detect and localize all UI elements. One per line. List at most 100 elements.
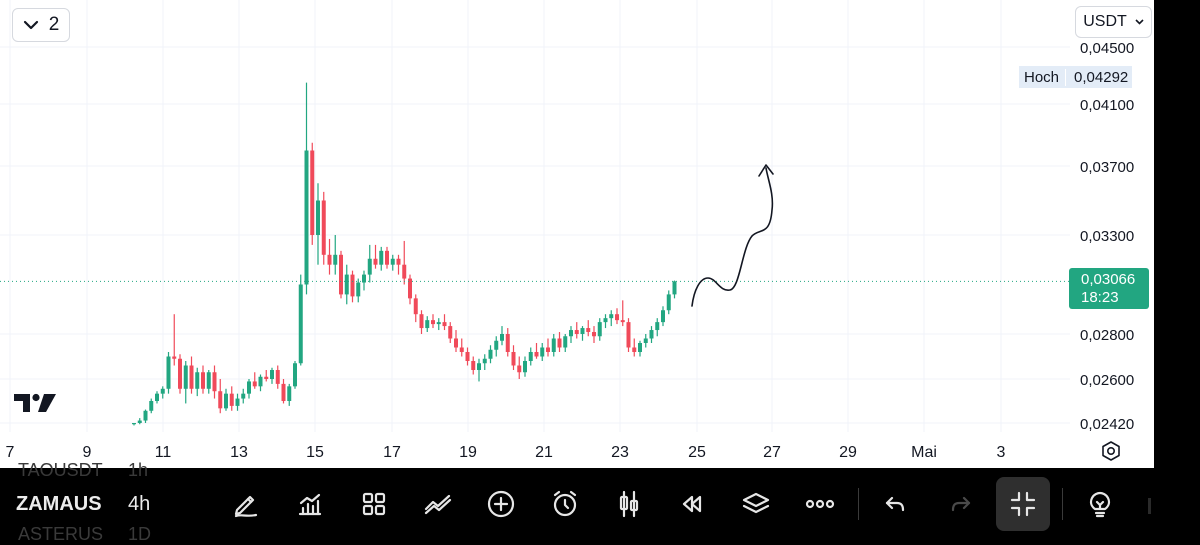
candle-body <box>333 254 338 265</box>
candle <box>419 310 424 334</box>
candle <box>632 338 637 357</box>
candle <box>218 379 223 414</box>
candle <box>465 347 470 366</box>
chart-settings-icon[interactable] <box>1100 440 1122 462</box>
candle-body <box>523 361 527 373</box>
candle-body <box>316 200 320 235</box>
chart-type-button[interactable] <box>609 484 649 524</box>
candle <box>206 370 211 394</box>
candle <box>189 356 194 394</box>
x-tick-label: 29 <box>839 444 857 461</box>
last-price-tag: 0,03066 18:23 <box>1069 268 1149 309</box>
candle <box>649 326 654 343</box>
currency-selector-button[interactable]: USDT <box>1075 6 1152 38</box>
caret-down-icon <box>1135 19 1144 25</box>
candle-body <box>459 347 464 352</box>
candle <box>155 391 159 404</box>
add-button[interactable] <box>481 484 521 524</box>
candle <box>442 314 447 331</box>
layout-button[interactable] <box>354 484 394 524</box>
y-tick-label: 0,02600 <box>1080 372 1134 389</box>
candle <box>425 316 430 333</box>
currency-label: USDT <box>1083 13 1127 30</box>
symbol-tab-prev[interactable]: TAOUSDT 1h <box>18 460 149 480</box>
candles-icon <box>619 490 639 518</box>
candle <box>321 191 326 265</box>
toolbar-overflow-edge <box>1148 498 1151 514</box>
indicators-button[interactable] <box>290 484 330 524</box>
alert-button[interactable] <box>545 484 585 524</box>
price-chart[interactable]: 0,04500 0,04100 0,03700 0,03300 0,02800 0,026… <box>0 0 1154 468</box>
candle-body <box>655 322 660 331</box>
candle <box>620 300 625 327</box>
redo-button[interactable] <box>940 484 980 524</box>
x-tick-label: 25 <box>688 444 706 461</box>
candle <box>201 365 205 394</box>
y-tick-label: 0,03300 <box>1080 228 1134 245</box>
candle <box>655 318 660 337</box>
high-label-value: 0,04292 <box>1065 68 1132 86</box>
chart-area[interactable]: 0,04500 0,04100 0,03700 0,03300 0,02800 0,026… <box>0 0 1154 468</box>
replay-button[interactable] <box>672 484 712 524</box>
more-button[interactable] <box>800 484 840 524</box>
candle <box>436 318 441 331</box>
candle <box>563 334 568 352</box>
candle <box>327 238 332 275</box>
candle <box>367 244 372 283</box>
candle-body <box>402 264 407 279</box>
compare-button[interactable] <box>418 484 458 524</box>
candle-body <box>264 376 269 379</box>
candle-body <box>195 372 200 389</box>
candle <box>333 235 338 275</box>
candle <box>534 343 539 359</box>
candle-body <box>580 328 585 334</box>
candle-body <box>137 420 142 423</box>
candle-body <box>310 150 315 235</box>
candle <box>511 345 516 370</box>
tradingview-logo-icon <box>14 393 56 412</box>
candle-body <box>183 365 188 389</box>
candle-body <box>224 393 228 409</box>
object-tree-button[interactable] <box>736 484 776 524</box>
candle-body <box>511 352 516 366</box>
candle-body <box>149 401 154 411</box>
candle-body <box>408 278 412 299</box>
candle-body <box>586 328 591 333</box>
candle-body <box>201 372 205 389</box>
candle-body <box>367 258 372 275</box>
candle <box>413 294 418 323</box>
candle-body <box>643 338 648 343</box>
candle-body <box>229 393 234 406</box>
candle-body <box>379 250 384 265</box>
symbol-tab-current[interactable]: ZAMAUS 4h <box>16 493 151 515</box>
candle-body <box>178 358 182 389</box>
candle-body <box>425 320 430 329</box>
interval-selector-button[interactable]: 2 <box>12 8 70 42</box>
candle-body <box>281 383 286 401</box>
draw-tool-button[interactable] <box>226 484 266 524</box>
candle-body <box>235 398 240 406</box>
candle <box>362 270 366 291</box>
candle-body <box>517 365 522 373</box>
candle-body <box>638 343 642 352</box>
undo-button[interactable] <box>876 484 916 524</box>
candle-body <box>540 347 545 357</box>
candle <box>471 356 476 375</box>
candle <box>603 314 608 329</box>
candle-body <box>672 281 677 295</box>
candle <box>252 372 257 389</box>
candle-body <box>454 338 458 348</box>
candle <box>626 318 631 352</box>
x-tick-label: 13 <box>230 444 248 461</box>
candle-body <box>592 332 596 337</box>
ideas-button[interactable] <box>1080 484 1120 524</box>
bottom-toolbar: TAOUSDT 1h ZAMAUS 4h ASTERUS 1D <box>0 460 1200 544</box>
y-tick-label: 0,04500 <box>1080 40 1134 57</box>
candle-body <box>649 330 654 339</box>
x-tick-label: 7 <box>6 444 15 461</box>
candle <box>505 328 510 357</box>
symbol-tab-next[interactable]: ASTERUS 1D <box>18 524 152 544</box>
idea-icon <box>1089 491 1111 518</box>
exit-fullscreen-button[interactable] <box>996 477 1050 531</box>
candle-body <box>218 391 223 409</box>
